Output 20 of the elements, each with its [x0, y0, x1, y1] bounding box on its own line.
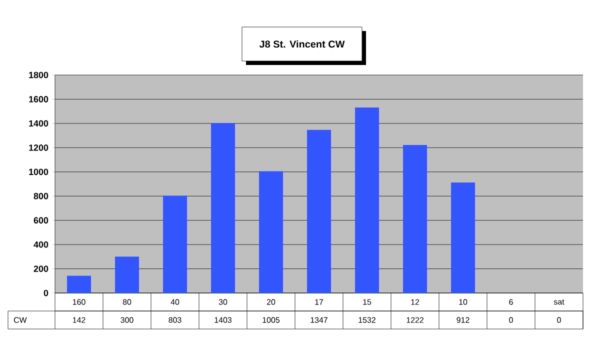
y-tick-label: 1600	[29, 96, 48, 102]
y-tick-label: 1000	[29, 168, 48, 176]
bar	[163, 196, 188, 293]
bar	[451, 182, 476, 293]
bar	[115, 256, 140, 293]
y-tick-label: 400	[34, 241, 48, 248]
bar	[403, 145, 428, 293]
bar	[211, 123, 236, 293]
bar	[307, 130, 332, 293]
y-tick-label: 1400	[29, 120, 48, 127]
y-tick-label: 1200	[29, 144, 48, 151]
bar	[259, 171, 284, 293]
chart-title: J8 St. Vincent CW	[259, 40, 345, 48]
y-tick-label: 0	[44, 290, 48, 296]
y-tick-label: 600	[34, 217, 48, 224]
y-tick-label: 200	[34, 266, 48, 272]
bar	[67, 276, 92, 293]
bar	[355, 107, 380, 293]
y-tick-label: 800	[34, 192, 48, 200]
y-tick-label: 1800	[29, 72, 48, 78]
